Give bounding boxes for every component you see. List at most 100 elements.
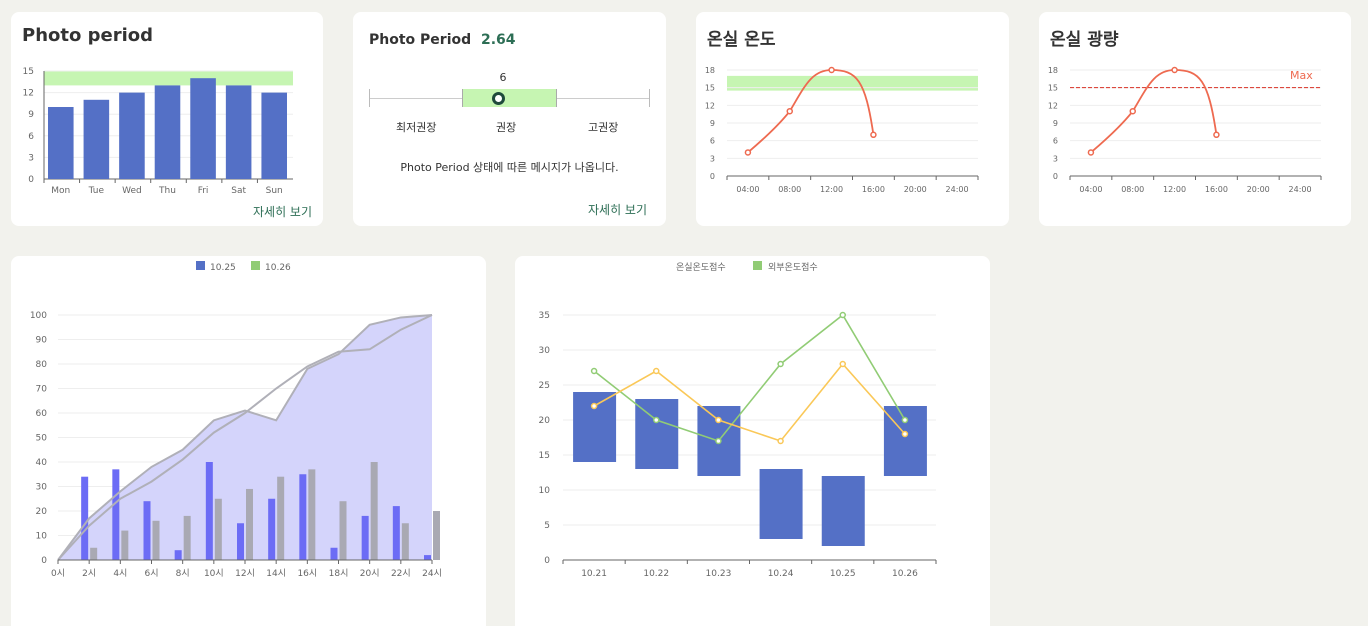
bar: [268, 498, 276, 560]
data-point: [1129, 107, 1136, 115]
y-tick-label: 0: [41, 556, 47, 566]
bar: [277, 476, 285, 560]
x-tick-label: 2시: [82, 568, 96, 579]
x-tick-label: 24:00: [1289, 185, 1312, 194]
x-tick-label: 16:00: [862, 185, 885, 194]
x-tick-label: Sun: [266, 186, 283, 196]
x-tick-label: 18시: [329, 568, 349, 579]
data-point: [590, 367, 598, 375]
y-tick-label: 15: [705, 84, 715, 93]
y-tick-label: 80: [36, 360, 48, 370]
x-tick-label: 16:00: [1205, 185, 1228, 194]
bar: [83, 99, 110, 179]
y-tick-label: 6: [1053, 137, 1058, 146]
data-point: [1087, 149, 1095, 156]
y-tick-label: 3: [1053, 154, 1058, 163]
data-point: [715, 437, 722, 445]
temp-score-card: 온실온도점수 외부온도점수 0 5 10 15 20 25 30 35 10.21 10.22 10.2…: [515, 256, 990, 626]
bar: [214, 498, 222, 560]
x-tick-label: 20시: [360, 568, 380, 579]
hourly-combo-chart: 10.25 10.26 0 10 20 30 40 50 60 70 80 90 100 0시 2시 4시 6시…: [30, 261, 442, 579]
x-tick-label: 0시: [51, 568, 65, 579]
range-bar: [573, 392, 617, 462]
series-line: [593, 313, 906, 442]
data-point: [1171, 66, 1178, 74]
y-tick-label: 9: [710, 119, 715, 128]
slider-value: 6: [499, 71, 507, 84]
x-tick-label: Thu: [158, 186, 176, 196]
x-tick-label: 12:00: [820, 185, 843, 194]
target-band: [727, 75, 978, 91]
legend-swatch: [196, 261, 205, 270]
hourly-chart-card: 10.25 10.26 0 10 20 30 40 50 60 70 80 90 100 0시 2시 4시 6시…: [11, 256, 486, 626]
y-tick-label: 9: [1053, 119, 1058, 128]
bar: [246, 488, 253, 560]
photo-period-value: 2.64: [481, 32, 516, 48]
bar: [183, 515, 191, 560]
bar: [190, 78, 216, 179]
details-link[interactable]: 자세히 보기: [253, 205, 313, 219]
x-tick-label: 04:00: [736, 185, 759, 194]
x-tick-label: 12시: [235, 568, 255, 579]
temp-score-chart: 온실온도점수 외부온도점수 0 5 10 15 20 25 30 35 10.21 10.22 10.2…: [539, 261, 937, 579]
bar: [401, 523, 409, 560]
legend-swatch: [753, 261, 762, 270]
bar: [225, 85, 252, 179]
bar: [361, 515, 369, 560]
slider-right-cap: [649, 89, 650, 107]
slider-handle[interactable]: [492, 92, 505, 105]
x-tick-label: 10.25: [830, 569, 856, 579]
data-point: [1213, 131, 1220, 139]
legend-label: 10.26: [265, 263, 291, 273]
series-line: [747, 69, 875, 154]
bar: [299, 474, 307, 560]
bar: [112, 469, 120, 560]
details-link[interactable]: 자세히 보기: [588, 203, 648, 217]
data-point: [786, 107, 793, 115]
data-point: [901, 416, 909, 424]
greenhouse-light-card: 온실 광량 0 3 6 9 12 15 18 04:00 08:00 12:00 16:00 20:0…: [1039, 12, 1351, 226]
greenhouse-temp-card: 온실 온도 0 3 6 9 12 15 18 04:00 08:00 12:00 16:00 20:0…: [696, 12, 1009, 226]
y-tick-label: 30: [539, 346, 551, 356]
y-tick-label: 9: [28, 110, 34, 120]
x-tick-label: 24시: [422, 568, 442, 579]
target-band: [44, 71, 293, 86]
legend-swatch: [251, 261, 260, 270]
status-message: Photo Period 상태에 따른 메시지가 나옵니다.: [400, 161, 619, 174]
x-tick-label: 04:00: [1079, 185, 1102, 194]
x-tick-label: 16시: [297, 568, 317, 579]
y-tick-label: 3: [710, 154, 715, 163]
bar: [121, 530, 129, 560]
slider-left-cap: [369, 89, 370, 107]
data-point: [590, 402, 598, 410]
data-point: [839, 311, 846, 319]
series-line: [593, 362, 906, 442]
y-tick-label: 0: [710, 172, 715, 181]
greenhouse-temp-chart: 0 3 6 9 12 15 18 04:00 08:00 12:00 16:00 20:00 24:00: [705, 66, 979, 194]
y-tick-label: 20: [36, 507, 48, 517]
bar: [205, 462, 213, 560]
x-tick-label: 12:00: [1163, 185, 1186, 194]
x-tick-label: Mon: [51, 186, 70, 196]
bar: [392, 506, 400, 560]
y-tick-label: 50: [36, 434, 48, 444]
x-tick-label: 14시: [266, 568, 286, 579]
y-tick-label: 15: [1048, 84, 1058, 93]
photo-period-card: Photo period 0 3 6 9 12 15 Mon Tue Wed Thu Fri Sat S…: [11, 12, 323, 226]
x-tick-label: Fri: [198, 186, 209, 196]
photo-period-chart: 0 3 6 9 12 15 Mon Tue Wed Thu Fri Sat Sun: [23, 67, 293, 196]
y-tick-label: 6: [710, 137, 715, 146]
y-tick-label: 15: [23, 67, 34, 77]
x-tick-label: 10.21: [581, 569, 607, 579]
bar: [119, 92, 145, 179]
bar: [424, 555, 431, 560]
y-tick-label: 18: [705, 66, 715, 75]
data-point: [870, 131, 877, 139]
bar: [152, 520, 160, 560]
range-bar: [635, 399, 679, 469]
x-tick-label: 10.24: [768, 569, 794, 579]
y-tick-label: 40: [36, 458, 48, 468]
bar: [90, 547, 98, 560]
x-tick-label: 20:00: [1247, 185, 1270, 194]
data-point: [653, 416, 660, 424]
